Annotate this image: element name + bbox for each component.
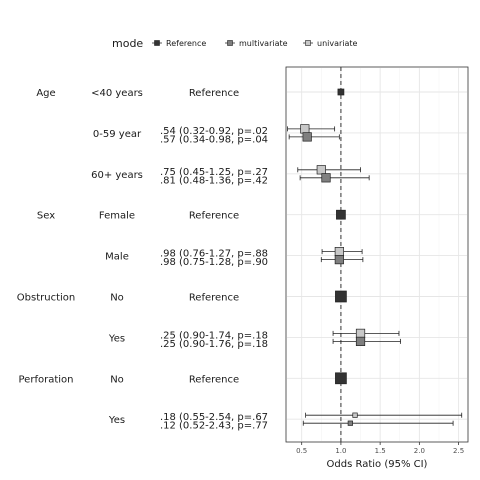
estimate-text: .18 (0.55-2.54, p=.67 [160, 412, 268, 423]
point-multivariate [302, 132, 312, 142]
point-multivariate [334, 255, 344, 265]
estimate-text: .25 (0.90-1.76, p=.18 [160, 339, 268, 350]
level-label: Yes [108, 415, 125, 426]
estimate-text: Reference [189, 374, 239, 385]
legend-label: univariate [317, 39, 358, 48]
estimate-text: .12 (0.52-2.43, p=.77 [160, 421, 268, 432]
point-univariate [352, 412, 358, 418]
x-tick-label: 2.0 [414, 447, 425, 455]
level-label: Male [105, 252, 129, 263]
legend-title: mode [112, 37, 143, 50]
legend-label: Reference [166, 39, 206, 48]
x-axis-title: Odds Ratio (95% CI) [327, 459, 428, 470]
x-tick-label: 1.0 [335, 447, 346, 455]
variable-label: Perforation [19, 374, 74, 385]
level-label: <40 years [91, 88, 143, 99]
estimate-text: .98 (0.75-1.28, p=.90 [160, 257, 268, 268]
plot-panel [285, 66, 469, 443]
estimate-text: .54 (0.32-0.92, p=.02 [160, 126, 268, 137]
x-tick-label: 0.5 [296, 447, 307, 455]
variable-label: Age [36, 88, 55, 99]
legend-label: multivariate [239, 39, 288, 48]
legend-key-univariate [305, 40, 311, 46]
point-multivariate [321, 173, 331, 183]
variable-label: Sex [37, 211, 55, 222]
legend-key-multivariate [227, 40, 233, 46]
point-multivariate [347, 420, 353, 426]
point-reference [335, 372, 347, 385]
estimate-text: .25 (0.90-1.74, p=.18 [160, 330, 268, 341]
estimate-text: Reference [189, 88, 239, 99]
point-reference [335, 290, 347, 303]
level-label: No [110, 293, 124, 304]
point-univariate [355, 328, 366, 338]
estimate-text: .98 (0.76-1.27, p=.88 [160, 249, 268, 260]
estimate-text: .75 (0.45-1.25, p=.27 [160, 167, 268, 178]
estimate-text: .57 (0.34-0.98, p=.04 [160, 134, 268, 145]
variable-label: Obstruction [17, 293, 75, 304]
legend-key-reference [154, 40, 160, 46]
point-univariate [300, 124, 310, 134]
level-label: Female [99, 211, 135, 222]
point-univariate [316, 165, 326, 175]
x-tick-label: 1.5 [375, 447, 386, 455]
point-reference [336, 209, 346, 220]
estimate-text: Reference [189, 211, 239, 222]
point-univariate [334, 247, 344, 257]
x-tick-label: 2.5 [453, 447, 464, 455]
level-label: 60+ years [91, 170, 143, 181]
level-label: 0-59 year [93, 129, 142, 140]
level-label: No [110, 374, 124, 385]
estimate-text: Reference [189, 293, 239, 304]
point-reference [337, 88, 345, 96]
point-multivariate [355, 336, 366, 346]
level-label: Yes [108, 333, 125, 344]
estimate-text: .81 (0.48-1.36, p=.42 [160, 175, 268, 186]
